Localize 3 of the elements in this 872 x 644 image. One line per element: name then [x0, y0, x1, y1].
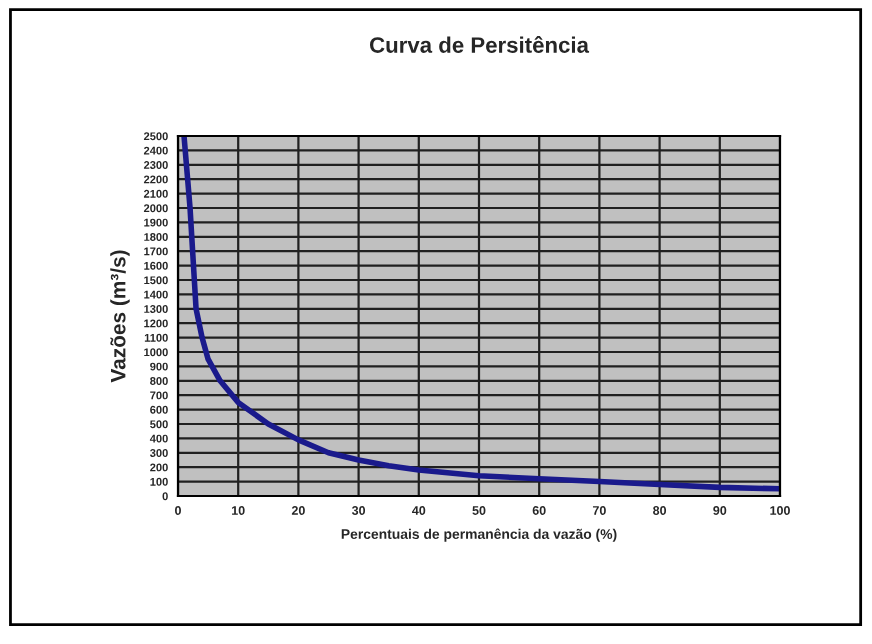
y-axis-title: Vazões (m³/s): [110, 250, 130, 383]
line-series: [181, 136, 780, 492]
chart-title: Curva de Persitência: [369, 36, 590, 53]
